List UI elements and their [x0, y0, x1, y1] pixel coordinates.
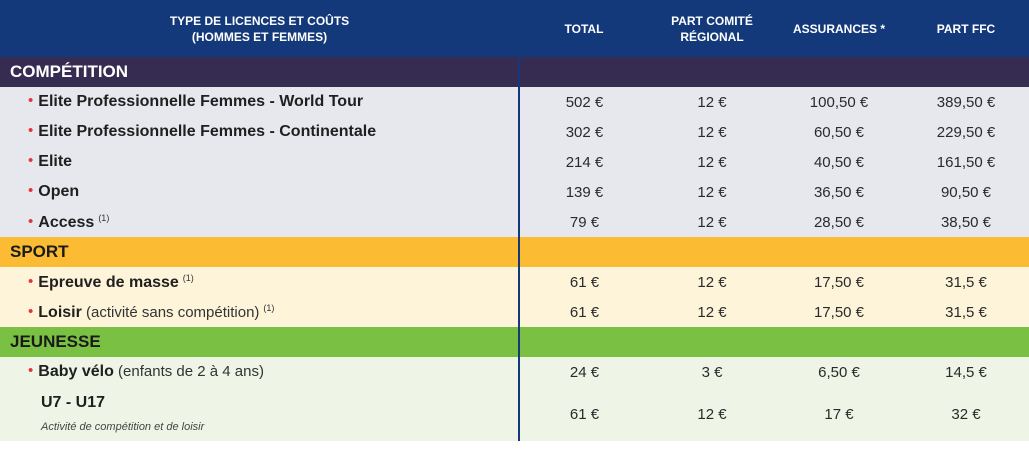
cell-assurances: 100,50 €	[775, 87, 903, 117]
cell-comite: 12 €	[649, 87, 775, 117]
license-name: Access	[38, 213, 95, 231]
header-assurances: ASSURANCES *	[792, 21, 885, 36]
license-name: Open	[38, 183, 80, 200]
table-row: • Baby vélo (enfants de 2 à 4 ans) 24 € 3…	[0, 357, 1029, 387]
license-name: Baby vélo	[38, 363, 114, 380]
footnote-ref: (1)	[263, 302, 275, 313]
cell-assurances: 17,50 €	[775, 267, 903, 297]
bullet-icon: •	[28, 212, 34, 230]
cell-ffc: 14,5 €	[903, 357, 1029, 387]
license-name: Elite	[38, 153, 73, 170]
license-name: U7 - U17	[41, 394, 106, 411]
cell-ffc: 32 €	[903, 387, 1029, 441]
license-name: Elite Professionnelle Femmes - World Tou…	[38, 93, 364, 110]
bullet-icon: •	[28, 272, 34, 290]
table-row: • Elite Professionnelle Femmes - World To…	[0, 87, 1029, 117]
cell-assurances: 28,50 €	[775, 207, 903, 237]
bullet-icon: •	[28, 182, 34, 199]
table-row: • Open 139 € 12 € 36,50 € 90,50 €	[0, 177, 1029, 207]
cell-ffc: 161,50 €	[903, 147, 1029, 177]
table-row: • Access (1) 79 € 12 € 28,50 € 38,50 €	[0, 207, 1029, 237]
table-row: • Elite Professionnelle Femmes - Continen…	[0, 117, 1029, 147]
license-name: Elite Professionnelle Femmes - Continent…	[38, 123, 377, 140]
cell-assurances: 17,50 €	[775, 297, 903, 327]
license-detail: (activité sans compétition)	[86, 303, 260, 321]
header-total: TOTAL	[564, 21, 604, 36]
cell-total: 214 €	[519, 147, 649, 177]
section-sport: SPORT	[0, 237, 1029, 267]
cell-total: 79 €	[519, 207, 649, 237]
bullet-icon: •	[28, 122, 34, 139]
footnote-ref: (1)	[98, 212, 110, 223]
cell-assurances: 6,50 €	[775, 357, 903, 387]
table-row: U7 - U17 Activité de compétition et de lo…	[0, 387, 1029, 441]
footnote-ref: (1)	[182, 272, 194, 283]
license-subtitle: Activité de compétition et de loisir	[41, 421, 205, 433]
section-competition: COMPÉTITION	[0, 57, 1029, 87]
section-title: SPORT	[0, 237, 520, 267]
header-type: TYPE DE LICENCES ET COÛTS (HOMMES ET FEMM…	[169, 13, 350, 44]
table-row: • Loisir (activité sans compétition) (1) 6…	[0, 297, 1029, 327]
license-name: Epreuve de masse	[38, 273, 179, 291]
table-row: • Elite 214 € 12 € 40,50 € 161,50 €	[0, 147, 1029, 177]
cell-comite: 12 €	[649, 387, 775, 441]
bullet-icon: •	[28, 152, 34, 169]
cell-ffc: 90,50 €	[903, 177, 1029, 207]
cell-assurances: 17 €	[775, 387, 903, 441]
cell-total: 61 €	[519, 387, 649, 441]
cell-comite: 12 €	[649, 177, 775, 207]
cell-comite: 12 €	[649, 297, 775, 327]
cell-ffc: 389,50 €	[903, 87, 1029, 117]
cell-ffc: 38,50 €	[903, 207, 1029, 237]
cell-comite: 3 €	[649, 357, 775, 387]
cell-total: 139 €	[519, 177, 649, 207]
cell-comite: 12 €	[649, 267, 775, 297]
cell-comite: 12 €	[649, 147, 775, 177]
bullet-icon: •	[28, 302, 34, 320]
header-ffc: PART FFC	[936, 21, 996, 36]
bullet-icon: •	[28, 362, 34, 379]
cell-total: 61 €	[519, 267, 649, 297]
license-name: Loisir	[38, 303, 82, 321]
section-jeunesse: JEUNESSE	[0, 327, 1029, 357]
license-detail: (enfants de 2 à 4 ans)	[118, 363, 264, 380]
section-title: COMPÉTITION	[0, 57, 520, 87]
header-comite: PART COMITÉ RÉGIONAL	[671, 13, 753, 44]
cell-ffc: 229,50 €	[903, 117, 1029, 147]
cell-total: 61 €	[519, 297, 649, 327]
table-header-row: TYPE DE LICENCES ET COÛTS (HOMMES ET FEMM…	[0, 0, 1029, 57]
cell-total: 302 €	[519, 117, 649, 147]
cell-assurances: 36,50 €	[775, 177, 903, 207]
table-row: • Epreuve de masse (1) 61 € 12 € 17,50 € 3…	[0, 267, 1029, 297]
cell-ffc: 31,5 €	[903, 297, 1029, 327]
section-title: JEUNESSE	[0, 327, 520, 357]
cell-comite: 12 €	[649, 207, 775, 237]
cell-assurances: 40,50 €	[775, 147, 903, 177]
cell-assurances: 60,50 €	[775, 117, 903, 147]
cell-total: 24 €	[519, 357, 649, 387]
bullet-icon: •	[28, 92, 34, 109]
cell-total: 502 €	[519, 87, 649, 117]
cell-comite: 12 €	[649, 117, 775, 147]
cell-ffc: 31,5 €	[903, 267, 1029, 297]
license-cost-table: TYPE DE LICENCES ET COÛTS (HOMMES ET FEMM…	[0, 0, 1029, 441]
